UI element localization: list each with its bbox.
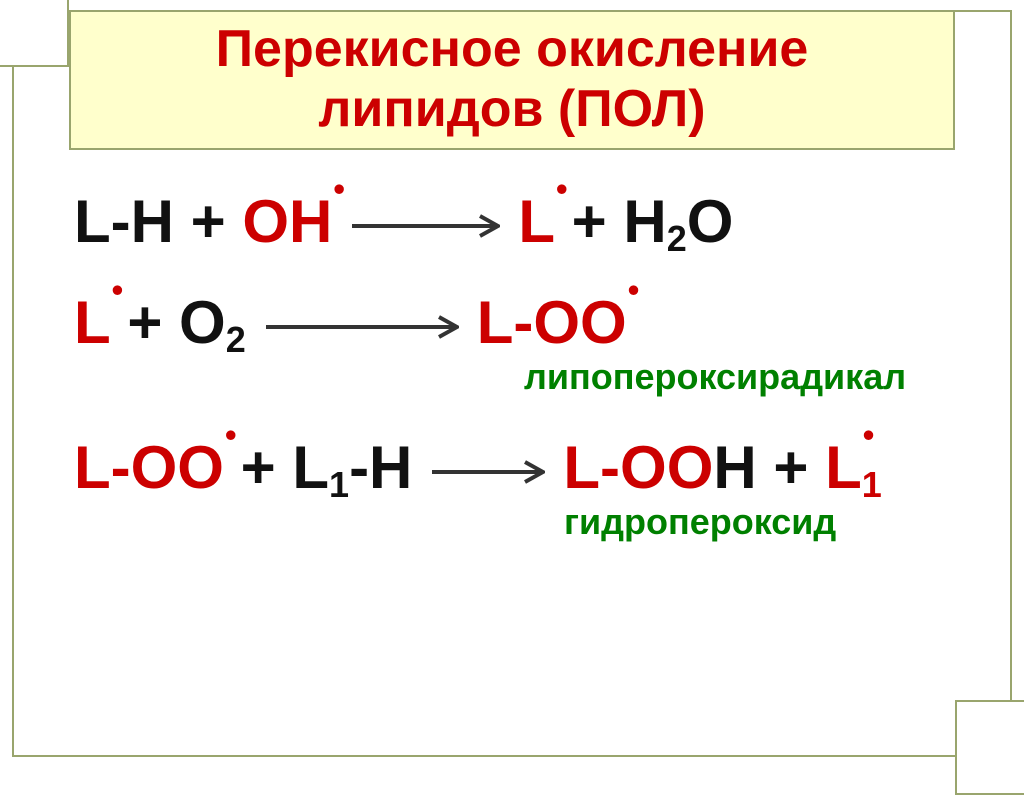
equations-area: L-H + OHL + H2OL + O2L-OOлипопероксиради… <box>74 187 970 534</box>
eq-token: OO <box>620 434 713 501</box>
eq-token: - <box>111 188 131 255</box>
eq-token: - <box>111 434 131 501</box>
title-line-2: липидов (ПОЛ) <box>318 80 705 138</box>
equation: L + O2L-OO <box>74 289 627 356</box>
title-line-1: Перекисное окисление <box>216 20 809 78</box>
eq-token: H <box>131 188 191 255</box>
eq-token: L <box>74 289 111 356</box>
eq-token: L <box>518 188 555 255</box>
subscript: 2 <box>667 218 687 259</box>
reaction-arrow <box>264 315 459 339</box>
eq-token: O <box>179 289 226 356</box>
reaction-arrow <box>430 460 545 484</box>
title-box: Перекисное окисление липидов (ПОЛ) <box>69 10 955 150</box>
eq-token: H + <box>713 434 825 501</box>
eq-token: - <box>349 434 369 501</box>
subscript: 2 <box>226 319 246 360</box>
eq-token: OH <box>242 188 332 255</box>
annotation-label: гидропероксид <box>564 501 836 543</box>
slide-frame: Перекисное окисление липидов (ПОЛ) L-H +… <box>12 10 1012 757</box>
equation-row-3: L-OO + L1-HL-OOH + L1гидропероксид <box>74 433 970 506</box>
eq-token: + H <box>555 188 667 255</box>
annotation-label: липопероксирадикал <box>524 356 906 398</box>
eq-token: H <box>369 434 412 501</box>
corner-decoration-tl <box>0 0 69 67</box>
subscript: 1 <box>862 464 882 505</box>
eq-token: L <box>292 434 329 501</box>
eq-token: OO <box>131 434 224 501</box>
slide-title: Перекисное окисление липидов (ПОЛ) <box>216 20 809 140</box>
reaction-arrow <box>350 214 500 238</box>
equation: L-H + OHL + H2O <box>74 188 733 255</box>
equation-row-1: L-H + OHL + H2O <box>74 187 970 260</box>
subscript: 1 <box>329 464 349 505</box>
eq-token: L <box>74 188 111 255</box>
eq-token: L <box>74 434 111 501</box>
eq-token: L <box>477 289 514 356</box>
eq-token: + <box>191 188 243 255</box>
eq-token: L <box>563 434 600 501</box>
equation: L-OO + L1-HL-OOH + L1 <box>74 434 882 501</box>
eq-token: L <box>825 434 862 501</box>
eq-token: OO <box>533 289 626 356</box>
corner-decoration-br <box>955 700 1024 795</box>
equation-row-2: L + O2L-OOлипопероксирадикал <box>74 288 970 361</box>
eq-token: O <box>687 188 734 255</box>
eq-token: - <box>513 289 533 356</box>
eq-token: - <box>600 434 620 501</box>
